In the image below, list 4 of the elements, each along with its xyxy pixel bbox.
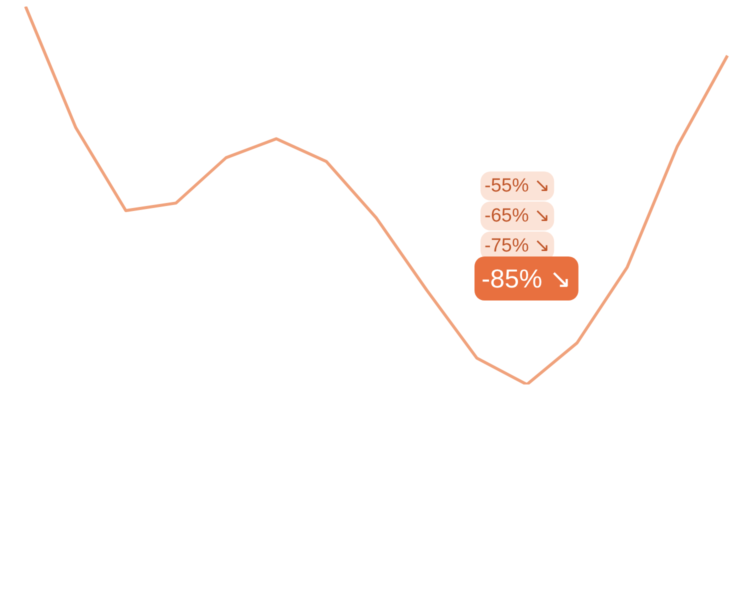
- annotation: -55% ↘: [484, 176, 550, 196]
- annotation: -75% ↘: [484, 236, 550, 256]
- annotation: -65% ↘: [484, 206, 550, 226]
- annotation: -85% ↘: [482, 264, 572, 294]
